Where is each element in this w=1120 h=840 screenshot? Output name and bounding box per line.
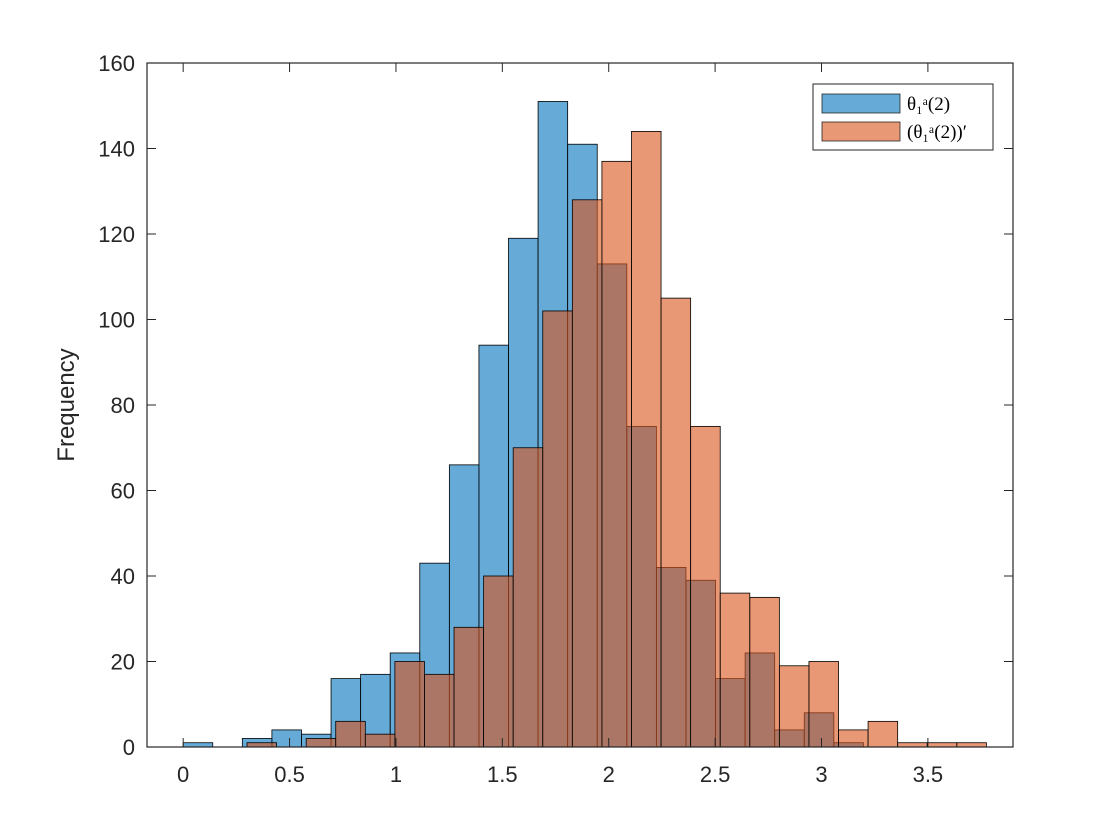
series-1-bar	[867, 720, 899, 748]
x-tick-label: 1.5	[487, 762, 518, 787]
legend-swatch-series-0	[821, 93, 901, 114]
legend: θ₁ᵃ(2) (θ₁ᵃ(2))′	[812, 83, 994, 151]
x-axis: 0 0.5 1 1.5 2 2.5 3 3.5	[177, 63, 943, 787]
legend-label-series-0: θ₁ᵃ(2)	[907, 94, 950, 115]
series-1-bar	[453, 626, 485, 748]
y-axis: 0 20 40 60 80 100 120 140 160	[98, 51, 1013, 760]
series-0-bar	[182, 742, 214, 748]
series-1-bar	[808, 661, 839, 748]
x-tick-label: 3	[815, 762, 827, 787]
series-1-bar	[926, 742, 958, 748]
legend-swatch-series-1	[821, 121, 901, 142]
series-1-bar	[542, 310, 573, 748]
y-tick-label: 120	[98, 222, 135, 247]
x-tick-label: 0	[177, 762, 189, 787]
series-1-bar	[690, 425, 721, 748]
series-1-bar	[749, 596, 780, 748]
series-1-bar	[631, 130, 662, 748]
series-1-bar	[601, 160, 632, 748]
x-tick-label: 3.5	[913, 762, 944, 787]
series-1-bar	[956, 742, 987, 748]
x-tick-label: 2	[603, 762, 615, 787]
y-tick-label: 40	[111, 564, 135, 589]
y-tick-label: 160	[98, 51, 135, 76]
y-tick-label: 20	[111, 650, 135, 675]
series-1-bar	[660, 297, 692, 748]
series-1-bar	[483, 575, 514, 748]
x-tick-label: 2.5	[700, 762, 731, 787]
series-1-bar	[838, 729, 869, 748]
y-tick-label: 140	[98, 137, 135, 162]
legend-label-series-1: (θ₁ᵃ(2))′	[907, 122, 967, 143]
x-tick-label: 0.5	[274, 762, 305, 787]
y-axis-label: Frequency	[53, 348, 80, 461]
series-1-bar	[897, 742, 928, 748]
series-1-bars	[246, 130, 987, 748]
series-1-bar	[335, 720, 366, 748]
series-1-bar	[394, 661, 425, 748]
series-1-bar	[512, 447, 544, 748]
x-tick-label: 1	[390, 762, 402, 787]
y-tick-label: 80	[111, 393, 135, 418]
series-1-bar	[719, 592, 751, 748]
y-tick-label: 60	[111, 479, 135, 504]
y-tick-label: 100	[98, 308, 135, 333]
series-1-bar	[305, 738, 337, 748]
series-1-bar	[246, 742, 277, 748]
series-1-bar	[571, 199, 603, 748]
series-1-bar	[364, 733, 396, 748]
series-1-bar	[424, 673, 455, 748]
y-tick-label: 0	[123, 735, 135, 760]
series-1-bar	[778, 665, 810, 748]
